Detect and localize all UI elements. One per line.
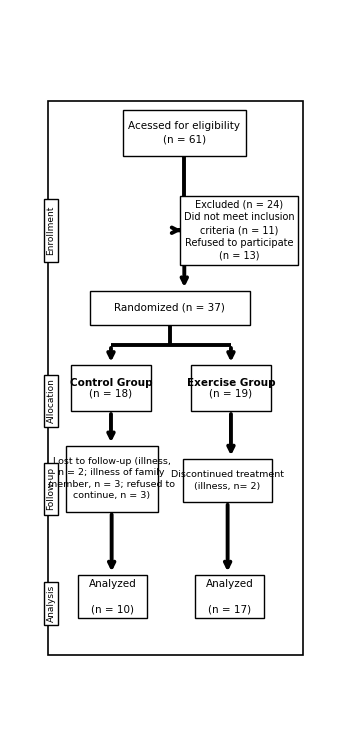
Text: Enrollment: Enrollment — [46, 206, 55, 255]
FancyBboxPatch shape — [183, 459, 272, 502]
FancyBboxPatch shape — [71, 366, 151, 411]
Text: Exercise Group: Exercise Group — [187, 377, 275, 388]
Text: Excluded (n = 24)
Did not meet inclusion
criteria (n = 11)
Refused to participat: Excluded (n = 24) Did not meet inclusion… — [184, 200, 294, 261]
Text: Analysis: Analysis — [46, 585, 55, 622]
FancyBboxPatch shape — [44, 463, 58, 515]
Text: Randomized (n = 37): Randomized (n = 37) — [114, 303, 225, 313]
Text: Lost to follow-up (illness,
n = 2; illness of family
member, n = 3; refused to
c: Lost to follow-up (illness, n = 2; illne… — [48, 457, 175, 501]
FancyBboxPatch shape — [191, 366, 271, 411]
FancyBboxPatch shape — [44, 582, 58, 625]
Text: Analyzed

(n = 17): Analyzed (n = 17) — [206, 579, 254, 614]
Text: Allocation: Allocation — [46, 378, 55, 423]
Text: Analyzed

(n = 10): Analyzed (n = 10) — [88, 579, 136, 614]
FancyBboxPatch shape — [195, 575, 264, 618]
FancyBboxPatch shape — [44, 198, 58, 262]
FancyBboxPatch shape — [180, 195, 298, 265]
Text: (n = 18): (n = 18) — [89, 389, 132, 398]
FancyBboxPatch shape — [78, 575, 147, 618]
Text: (n = 19): (n = 19) — [209, 389, 252, 398]
FancyBboxPatch shape — [66, 445, 158, 512]
Text: Acessed for eligibility
(n = 61): Acessed for eligibility (n = 61) — [128, 121, 240, 144]
Text: Control Group: Control Group — [70, 377, 152, 388]
FancyBboxPatch shape — [123, 110, 246, 156]
FancyBboxPatch shape — [44, 375, 58, 427]
Text: Discontinued treatment
(illness, n= 2): Discontinued treatment (illness, n= 2) — [171, 470, 284, 491]
Text: Follow-up: Follow-up — [46, 467, 55, 510]
FancyBboxPatch shape — [90, 290, 250, 325]
